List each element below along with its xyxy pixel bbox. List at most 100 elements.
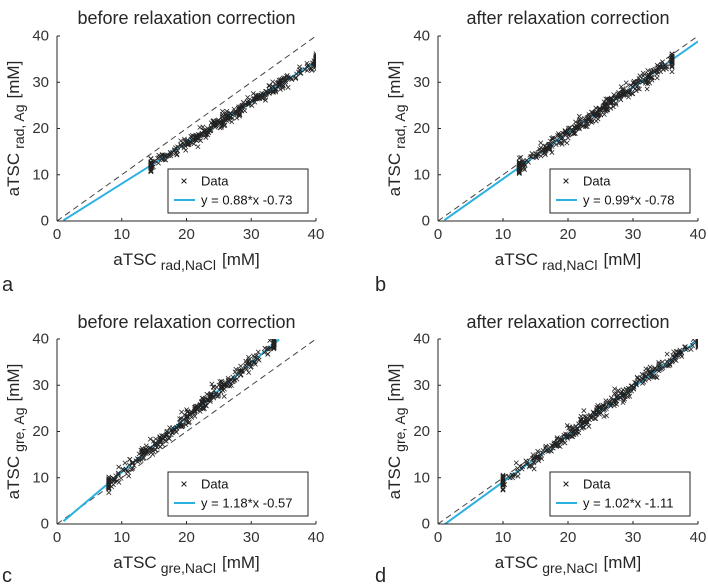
data-point <box>265 351 271 357</box>
data-point <box>313 54 316 60</box>
data-point <box>276 83 282 89</box>
data-point <box>261 350 267 355</box>
data-point <box>220 118 226 124</box>
data-point <box>178 138 184 144</box>
data-point <box>185 140 191 146</box>
data-point <box>150 438 156 444</box>
data-point <box>647 374 653 380</box>
data-point <box>136 451 142 457</box>
data-point <box>183 422 189 428</box>
data-point <box>553 142 559 148</box>
data-point <box>570 424 576 430</box>
data-point <box>558 140 564 146</box>
data-point <box>208 124 214 130</box>
data-point <box>270 89 276 95</box>
y-tick-label: 20 <box>413 120 430 137</box>
legend-data-label: Data <box>583 174 611 189</box>
legend-fit-label: y = 1.18*x -0.57 <box>201 496 292 511</box>
data-point <box>524 157 530 163</box>
data-point <box>580 419 586 425</box>
data-point <box>696 331 700 335</box>
data-point <box>214 393 220 399</box>
data-point <box>554 435 560 441</box>
data-point <box>576 121 582 127</box>
data-point <box>158 437 164 443</box>
data-point <box>191 141 197 147</box>
data-point <box>238 363 244 369</box>
data-point <box>168 153 174 159</box>
data-point <box>249 103 255 108</box>
y-tick-label: 20 <box>413 423 430 440</box>
x-axis-label-subscript: rad,NaCl <box>542 257 597 273</box>
data-point <box>678 352 684 358</box>
data-point <box>125 469 131 475</box>
data-point <box>271 343 277 349</box>
x-tick-label: 40 <box>690 226 707 243</box>
data-point <box>646 368 652 374</box>
data-point <box>130 460 136 466</box>
data-point <box>313 60 316 66</box>
data-point <box>140 452 146 457</box>
chart-panel-d: after relaxation correction 0 10 20 30 40 0 10 2… <box>375 312 706 584</box>
data-point <box>660 365 666 370</box>
data-point <box>570 434 576 440</box>
x-axis-label-unit: [mM] <box>222 250 260 269</box>
data-point <box>129 465 135 471</box>
y-tick-label: 0 <box>422 516 430 533</box>
data-point <box>195 144 201 150</box>
data-point <box>270 79 276 85</box>
data-point <box>277 86 283 92</box>
data-point <box>218 389 224 395</box>
data-point <box>515 469 521 475</box>
data-point <box>214 384 220 390</box>
y-tick-label: 10 <box>32 166 49 183</box>
data-point <box>203 403 209 409</box>
data-point <box>539 456 545 462</box>
data-point <box>542 148 548 154</box>
data-point <box>562 129 568 135</box>
data-point <box>656 364 662 370</box>
x-axis-label: aTSC rad,NaCl [mM] <box>495 250 642 273</box>
data-point <box>531 455 537 461</box>
plot-area <box>438 331 700 524</box>
data-point <box>612 386 618 392</box>
data-point <box>555 133 561 138</box>
data-point <box>516 170 522 176</box>
data-point <box>597 107 603 113</box>
y-axis-label: aTSC rad, Ag [mM] <box>4 61 27 197</box>
data-point <box>613 102 619 108</box>
data-point <box>211 388 217 394</box>
x-tick-label: 10 <box>495 529 512 546</box>
data-point <box>531 466 537 472</box>
data-point <box>509 472 515 478</box>
data-point <box>535 448 541 454</box>
data-point <box>650 67 656 73</box>
data-point <box>695 339 697 340</box>
x-axis-label-subscript: rad,NaCl <box>161 257 216 273</box>
x-tick-label: 0 <box>53 226 61 243</box>
data-point <box>313 67 316 73</box>
y-tick-label: 0 <box>41 516 49 533</box>
data-point <box>615 388 621 393</box>
x-tick-label: 0 <box>434 529 442 546</box>
legend-data-marker <box>563 481 569 487</box>
data-point <box>121 468 126 474</box>
x-tick-label: 30 <box>625 529 642 546</box>
data-point <box>561 138 567 144</box>
data-point <box>143 443 149 449</box>
data-point <box>298 70 304 76</box>
data-point <box>179 409 185 415</box>
data-point <box>294 71 299 77</box>
data-point <box>272 334 276 338</box>
legend-data-label: Data <box>201 174 229 189</box>
data-point <box>275 80 281 86</box>
x-tick-label: 30 <box>625 226 642 243</box>
data-point <box>236 111 242 117</box>
data-point <box>174 424 180 430</box>
data-point <box>560 130 566 136</box>
data-point <box>618 91 624 97</box>
panel-letter: c <box>2 565 12 584</box>
legend: Data y = 0.99*x -0.78 <box>549 168 691 214</box>
data-point <box>581 408 587 414</box>
chart-title: after relaxation correction <box>466 8 669 28</box>
